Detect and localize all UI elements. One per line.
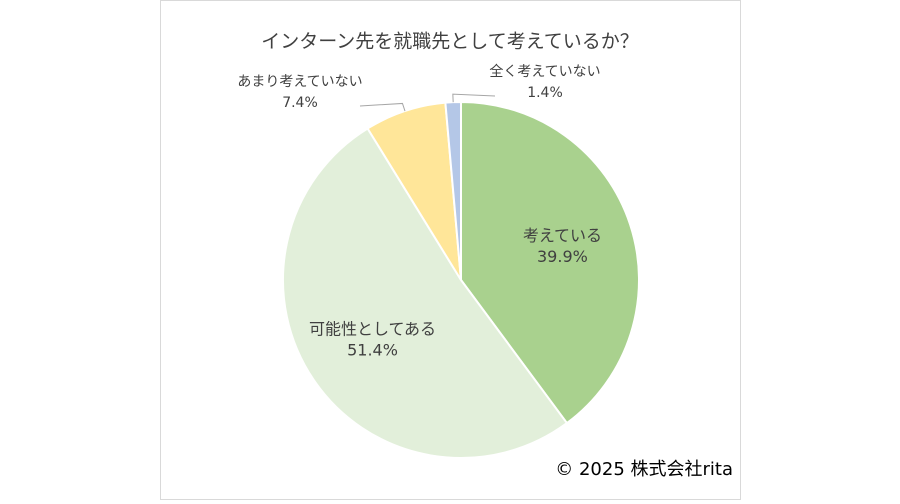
- value-label: 51.4%: [347, 340, 398, 359]
- category-label: 考えている: [523, 226, 602, 245]
- leader-line: [452, 93, 496, 103]
- pie-slice: [444, 100, 462, 281]
- pie-slice: [282, 127, 569, 459]
- value-label: 1.4%: [527, 85, 563, 101]
- credit: © 2025 株式会社rita: [555, 459, 733, 480]
- category-label: 全く考えていない: [489, 63, 600, 80]
- category-label: 可能性としてある: [309, 319, 436, 338]
- category-label: あまり考えていない: [237, 74, 362, 90]
- value-label: 7.4%: [282, 95, 318, 111]
- value-label: 39.9%: [537, 247, 588, 266]
- chart-title: インターン先を就職先として考えているか？: [261, 31, 639, 53]
- leader-line: [359, 102, 406, 112]
- pie-slice: [460, 100, 640, 425]
